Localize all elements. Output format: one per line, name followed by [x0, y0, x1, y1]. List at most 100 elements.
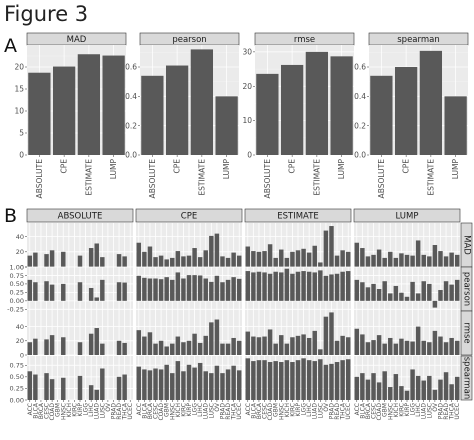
panel-b-absolute-xtick-label-brca: BRCA — [38, 402, 45, 419]
panel-b-cpe-xtick-label-ucec: UCEC — [236, 403, 243, 420]
panel-b-spearman-lump-bar-acc — [354, 376, 360, 400]
panel-b-spearman-lump-bar-thca — [449, 384, 454, 400]
panel-b-pearson-ytick-label: -0.25 — [7, 306, 24, 314]
panel-b-estimate-xtick-label-prad: PRAD — [328, 403, 335, 420]
panel-b-spearman-cpe-bar-luad — [203, 371, 208, 400]
panel-b-rmse-cpe-bar-lgg — [192, 333, 197, 355]
panel-b-rmse-lump-bar-kirp — [404, 340, 410, 355]
panel-b-pearson-absolute-bar-read — [116, 282, 122, 301]
panel-b-pearson-ytick-label: 0.25 — [10, 289, 24, 297]
panel-b-pearson-estimate-bar-ov — [323, 275, 329, 301]
panel-b-pearson-estimate-bar-kich — [284, 268, 290, 301]
panel-b-cpe-xtick-label-acc: ACC — [136, 403, 143, 415]
panel-b-spearman-estimate-bar-ov — [323, 364, 329, 400]
panel-b-mad-estimate-bar-brca — [256, 251, 262, 267]
panel-b-mad-cpe-bar-ucec — [236, 255, 242, 267]
panel-b-rmse-lump-bar-hnsc — [388, 337, 393, 355]
panel-b-mad-estimate-bar-kirp — [295, 250, 301, 267]
panel-b-cpe-xtick-label-lihc: LIHC — [197, 403, 204, 417]
panel-b-rmse-absolute-bar-thca — [122, 342, 127, 355]
panel-a-spearman-xtick-label: LUMP — [451, 159, 460, 180]
panel-b-estimate-xtick-label-kich: KICH — [284, 403, 291, 417]
panel-b-mad-lump-bar-luad — [421, 254, 426, 267]
panel-b-rmse-lump-bar-ov — [432, 330, 438, 355]
panel-a-pearson-bar-lump — [215, 96, 238, 155]
panel-a-pearson-xtick-label: ABSOLUTE — [148, 159, 157, 199]
panel-b-cpe-xtick-label-lusc: LUSC — [208, 403, 215, 418]
panel-b-spearman-absolute-bar-hnsc — [61, 377, 66, 400]
panel-b-absolute-xtick-label-gbm: GBM — [55, 403, 62, 417]
panel-b-absolute-xtick-label-prad: PRAD — [110, 403, 117, 420]
panel-b-pearson-absolute-bar-luad — [94, 297, 99, 301]
panel-b-rmse-lump-bar-prad — [438, 336, 443, 355]
panel-b-spearman-absolute-bar-lihc — [88, 385, 94, 400]
panel-b-mad-absolute-bar-luad — [94, 243, 99, 267]
panel-a-mad-bar-absolute — [28, 72, 51, 155]
panel-b-spearman-ytick-label: 0.00 — [10, 396, 24, 404]
panel-b-strip-label-absolute: ABSOLUTE — [58, 212, 103, 222]
panel-b-rmse-absolute-bar-acc — [27, 342, 33, 355]
panel-b-mad-cpe-bar-lgg — [192, 248, 197, 267]
panel-b-rmse-lump-bar-lihc — [415, 326, 421, 355]
panel-b-mad-estimate-bar-kirc — [290, 251, 295, 267]
panel-b-estimate-xtick-label-coad: COAD — [267, 403, 274, 421]
panel-b-mad-cpe-bar-hnsc — [170, 257, 175, 267]
panel-b-mad-absolute-bar-thca — [122, 256, 127, 267]
panel-b-rmse-estimate-bar-coad — [267, 329, 273, 355]
panel-b-spearman-estimate-bar-lgg — [301, 358, 306, 400]
panel-b-pearson-lump-bar-prad — [438, 290, 443, 301]
panel-b-mad-cpe-bar-kirc — [181, 256, 186, 267]
panel-b-spearman-estimate-bar-coad — [267, 362, 273, 400]
panel-b-mad-lump-bar-ucec — [454, 254, 460, 267]
panel-a-pearson-ytick-label: 0.0 — [125, 151, 137, 160]
panel-b-mad-lump-bar-kirp — [404, 254, 410, 267]
panel-b-pearson-estimate-bar-lihc — [306, 271, 312, 301]
panel-b-spearman-estimate-bar-gbm — [273, 361, 278, 400]
panel-b-spearman-lump-bar-cesc — [371, 373, 376, 400]
panel-b-rmse-estimate-bar-lgg — [301, 334, 306, 355]
panel-b-spearman-cpe-bar-gbm — [164, 364, 169, 400]
panel-a-rmse-ytick-label: 10 — [242, 116, 252, 125]
panel-b-spearman-cpe-bar-thca — [231, 365, 236, 400]
panel-b-strip-cpe — [135, 208, 243, 223]
panel-b-spearman-cpe-bar-cesc — [153, 368, 158, 400]
panel-b-spearman-lump-bar-blca — [360, 373, 365, 400]
panel-a-mad-ytick-label: 10 — [14, 107, 24, 116]
panel-b-spearman-lump-bar-luad — [421, 380, 426, 400]
panel-b-pearson-lump-bar-lgg — [410, 281, 415, 301]
panel-b-pearson-lump-bar-read — [443, 281, 449, 301]
panel-b-spearman-lump-bar-gbm — [382, 371, 387, 400]
panel-b-mad-estimate-bar-read — [334, 255, 340, 267]
panel-b-spearman-lump-bar-hnsc — [388, 387, 393, 400]
panel-b-spearman-estimate-bar-prad — [329, 363, 334, 400]
panel-a-mad-xtick-label: ESTIMATE — [84, 159, 93, 196]
panel-b-spearman-estimate-bar-kich — [284, 360, 290, 400]
panel-b-pearson-absolute-bar-acc — [27, 279, 33, 301]
panel-a-mad-ytick-label: 15 — [14, 85, 24, 94]
panel-b-absolute-xtick-label-lusc: LUSC — [99, 403, 106, 418]
panel-b-mad-cpe-bar-kich — [175, 251, 181, 267]
panel-b-rmse-estimate-bar-luad — [312, 330, 317, 355]
panel-b-rmse-cpe-bar-gbm — [164, 346, 169, 355]
panel-b-mad-ytick-label: 0 — [20, 263, 24, 271]
panel-b-pearson-cpe-bar-kirc — [181, 278, 186, 301]
panel-b-spearman-absolute-bar-thca — [122, 374, 127, 400]
panel-b-mad-estimate-bar-thca — [340, 250, 345, 267]
panel-b-pearson-absolute-bar-blca — [33, 282, 38, 301]
panel-b-mad-absolute-bar-read — [116, 254, 122, 267]
panel-b-rmse-absolute-bar-lusc — [100, 343, 105, 355]
panel-b-rmse-estimate-bar-prad — [329, 312, 334, 355]
panel-b-pearson-ytick-label: 0.75 — [10, 272, 24, 280]
panel-b-mad-estimate-bar-hnsc — [279, 249, 284, 267]
panel-b-absolute-xtick-label-read: READ — [116, 403, 123, 420]
panel-b-spearman-ytick-label: 0.25 — [10, 385, 24, 393]
panel-b-pearson-estimate-bar-coad — [267, 273, 273, 301]
panel-b-lump-xtick-label-acc: ACC — [354, 403, 361, 415]
panel-b-mad-cpe-bar-blca — [142, 251, 147, 267]
panel-b-cpe-xtick-label-gbm: GBM — [164, 403, 171, 417]
panel-b-mad-lump-bar-blca — [360, 248, 365, 267]
panel-b-rmse-cpe-bar-luad — [203, 335, 208, 355]
panel-b-rmse-absolute-bar-read — [116, 340, 122, 355]
panel-b-pearson-estimate-bar-lgg — [301, 271, 306, 301]
